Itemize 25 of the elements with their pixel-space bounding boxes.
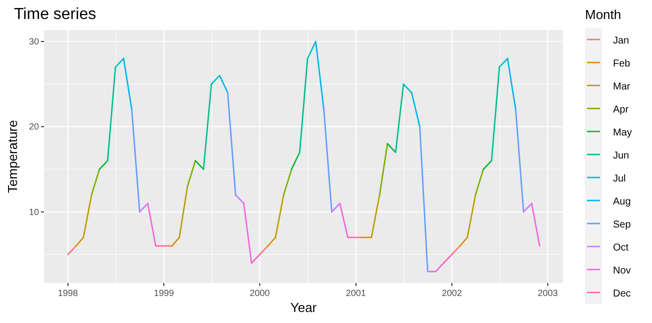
legend-label: Jul — [613, 174, 626, 184]
legend-label: May — [613, 128, 632, 138]
y-tick-label: 10 — [28, 206, 39, 217]
legend-label: Aug — [613, 196, 631, 208]
legend-label: Nov — [613, 266, 631, 276]
legend-label: Jan — [613, 36, 630, 46]
x-tick-label: 2000 — [250, 288, 270, 298]
legend-label: Jun — [613, 150, 630, 162]
x-tick-label: 2001 — [346, 288, 366, 298]
legend-title: Month — [585, 7, 622, 22]
x-tick-label: 2003 — [538, 288, 558, 298]
y-tick-label: 30 — [28, 36, 39, 46]
legend-label: Apr — [613, 104, 630, 116]
x-tick-label: 1999 — [154, 288, 174, 298]
chart-title: Time series — [14, 6, 96, 23]
x-tick-label: 1998 — [58, 288, 78, 298]
x-tick-label: 2002 — [442, 288, 462, 298]
legend-label: Sep — [613, 220, 632, 230]
legend-label: Oct — [613, 242, 629, 254]
legend-label: Feb — [613, 58, 631, 70]
legend-label: Mar — [613, 82, 631, 92]
y-tick-label: 20 — [28, 122, 39, 132]
legend-label: Dec — [613, 288, 631, 300]
y-axis-title: Temperature — [5, 120, 20, 193]
x-axis-title: Year — [290, 300, 318, 315]
